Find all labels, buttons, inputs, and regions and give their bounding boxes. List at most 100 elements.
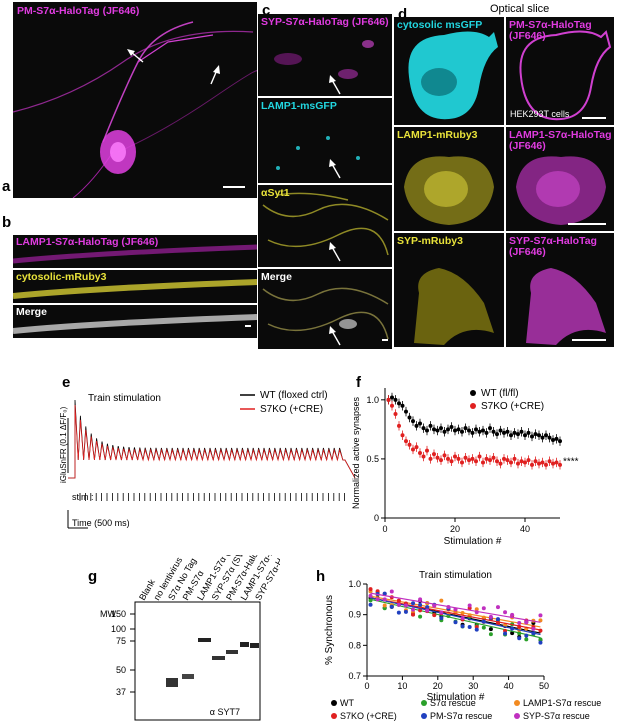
h-point (439, 610, 444, 615)
f-point (554, 460, 559, 465)
h-point (503, 610, 508, 615)
h-xlabel: Stimulation # (427, 692, 485, 703)
h-point (418, 597, 423, 602)
e-stim-label: stim : (72, 492, 94, 502)
f-point (498, 428, 503, 433)
h-point (495, 617, 500, 622)
h-fit-line (370, 597, 541, 636)
f-point (446, 427, 450, 432)
f-point (470, 456, 475, 461)
e-legend-wt: WT (floxed ctrl) (260, 390, 328, 401)
g-marker-label: 37 (116, 687, 126, 697)
h-point (411, 612, 416, 617)
h-point (488, 627, 493, 632)
f-point (397, 401, 401, 406)
label-asyt1: αSyt1 (261, 187, 290, 199)
f-point (540, 460, 545, 465)
panel-letter-c: c (262, 2, 271, 19)
f-point (523, 433, 527, 438)
f-point (530, 434, 534, 439)
f-point (425, 428, 429, 433)
h-point (439, 616, 444, 621)
panel-letter-d: d (398, 6, 408, 23)
f-point (407, 415, 412, 420)
f-point (414, 445, 419, 450)
micrograph-c3: αSyt1 (258, 185, 392, 267)
h-point (418, 614, 423, 619)
scale-bar (382, 339, 388, 341)
h-fit-line (370, 597, 541, 631)
h-x-tick-label: 0 (364, 681, 369, 691)
micrograph-b3: Merge (13, 305, 257, 338)
f-point (453, 454, 457, 459)
h-point (439, 598, 444, 603)
h-y-tick-label: 1.0 (348, 579, 361, 589)
f-point (547, 459, 552, 464)
h-point (446, 604, 451, 609)
stim-ticks (79, 493, 346, 501)
f-point (544, 433, 548, 438)
h-point (382, 591, 387, 596)
label-hek293t: HEK293T cells (510, 109, 570, 119)
h-legend-label: S7KO (+CRE) (340, 711, 397, 721)
g-marker-label: 75 (116, 636, 126, 646)
h-point (425, 608, 430, 613)
label-merge-c: Merge (261, 271, 292, 283)
scale-bar (582, 117, 606, 119)
f-point (463, 455, 468, 460)
trace-ko (68, 404, 356, 479)
h-point (460, 624, 465, 629)
scale-bar (245, 325, 251, 327)
h-point (488, 614, 493, 619)
h-legend-marker (421, 700, 427, 706)
h-point (418, 608, 423, 613)
f-point (446, 456, 450, 461)
label-merge: Merge (16, 306, 47, 318)
micrograph-d3: LAMP1-mRuby3 (394, 127, 504, 231)
panel-letter-a: a (2, 178, 11, 195)
f-point (488, 458, 492, 463)
f-point (467, 428, 471, 433)
panel-letter-b: b (2, 214, 12, 231)
label-syp-mruby3: SYP-mRuby3 (397, 235, 463, 247)
g-marker-label: 50 (116, 665, 126, 675)
f-point (474, 427, 478, 432)
micrograph-a: PM-S7α-HaloTag (JF646) (13, 2, 257, 198)
chart-f: 0 0.5 1.0 0 20 40 Stimulation # Normalized acti… (351, 388, 579, 547)
h-point (474, 627, 479, 632)
f-point (400, 403, 405, 408)
f-point (442, 453, 447, 458)
f-point (449, 425, 454, 429)
h-x-tick-label: 40 (504, 681, 514, 691)
h-point (396, 602, 401, 607)
h-point (538, 628, 543, 633)
h-point (510, 612, 515, 617)
f-point (439, 426, 443, 431)
f-point (558, 439, 562, 444)
f-point (512, 456, 517, 461)
panel-letter-g: g (88, 568, 98, 585)
f-point (453, 428, 457, 433)
f-point (435, 455, 440, 460)
micrograph-d6: SYP-S7α-HaloTag (JF646) (506, 233, 614, 347)
g-marker-label: 100 (111, 624, 126, 634)
h-point (368, 587, 373, 592)
h-legend-label: LAMP1-S7α rescue (523, 698, 601, 708)
f-point (523, 460, 527, 465)
h-point (453, 620, 458, 625)
f-point (404, 409, 408, 414)
f-legend-label: S7KO (+CRE) (481, 401, 544, 412)
f-point (544, 462, 548, 467)
h-y-tick-label: 0.7 (348, 671, 361, 681)
h-point (460, 610, 465, 615)
h-y-tick-label: 0.8 (348, 640, 361, 650)
h-point (524, 620, 529, 625)
micrograph-c2: LAMP1-msGFP (258, 98, 392, 183)
f-x-tick-label: 0 (382, 524, 387, 534)
f-point (502, 430, 506, 435)
f-point (512, 430, 517, 435)
micrograph-b2: cytosolic-mRuby3 (13, 270, 257, 303)
f-point (418, 421, 422, 426)
h-point (538, 613, 543, 618)
f-point (456, 427, 461, 432)
